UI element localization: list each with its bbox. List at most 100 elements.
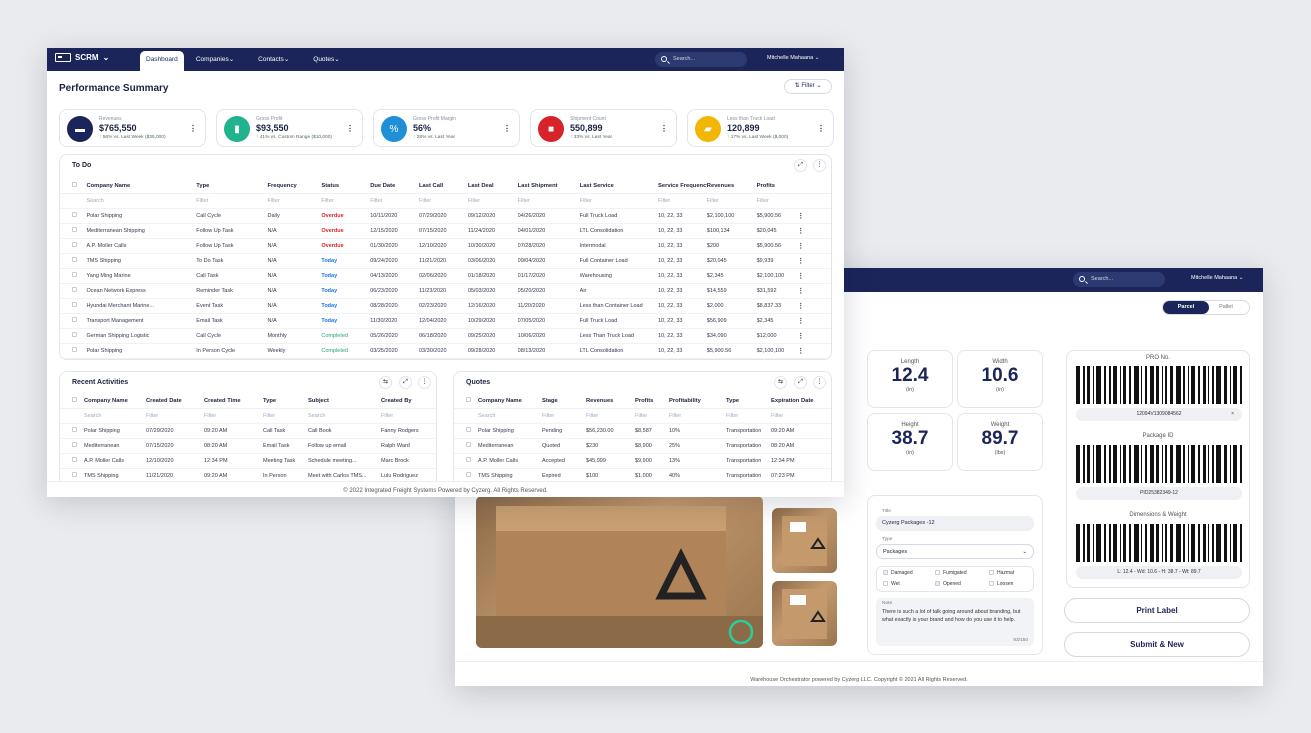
- table-row[interactable]: Ocean Network Express Reminder Task N/A Tod…: [60, 283, 831, 299]
- column-filter-input[interactable]: Search: [478, 408, 542, 424]
- package-thumb-2[interactable]: [772, 581, 837, 646]
- column-header[interactable]: Type: [263, 394, 308, 409]
- user-menu[interactable]: Mitchelle Mahaana ⌄: [767, 55, 820, 61]
- column-filter-input[interactable]: Filter: [706, 193, 757, 209]
- more-icon[interactable]: ⋮: [817, 124, 825, 133]
- row-checkbox[interactable]: [72, 302, 77, 307]
- row-checkbox[interactable]: [72, 272, 77, 277]
- row-checkbox[interactable]: [72, 427, 77, 432]
- row-checkbox[interactable]: [72, 287, 77, 292]
- expand-icon[interactable]: ⤢: [399, 376, 412, 389]
- check-opened[interactable]: Opened: [935, 581, 961, 587]
- nav-dashboard[interactable]: Dashboard: [140, 51, 184, 71]
- column-filter-input[interactable]: Filter: [586, 408, 635, 424]
- table-row[interactable]: A.P. Moller Calls Follow Up Task N/A Overdu…: [60, 238, 831, 254]
- column-header[interactable]: Type: [196, 179, 268, 194]
- more-icon[interactable]: ⋮: [346, 124, 354, 133]
- row-checkbox[interactable]: [466, 457, 471, 462]
- column-filter-input[interactable]: Filter: [579, 193, 658, 209]
- row-checkbox[interactable]: [72, 457, 77, 462]
- expand-icon[interactable]: ⤢: [794, 376, 807, 389]
- select-all-checkbox[interactable]: [466, 397, 471, 403]
- row-checkbox[interactable]: [466, 442, 471, 447]
- row-checkbox[interactable]: [466, 472, 471, 477]
- table-row[interactable]: Polar Shipping Pending $56,230.00 $8,587 10%…: [454, 423, 831, 439]
- column-filter-input[interactable]: Filter: [635, 408, 669, 424]
- column-header[interactable]: Created Time: [204, 394, 263, 409]
- column-filter-input[interactable]: Filter: [517, 193, 580, 209]
- table-row[interactable]: Mediterranean 07/15/2020 08:20 AM Email Tas…: [60, 438, 436, 454]
- row-checkbox[interactable]: [466, 427, 471, 432]
- column-header[interactable]: Company Name: [84, 394, 146, 409]
- nav-contacts[interactable]: Contacts⌄: [258, 56, 290, 63]
- check-wet[interactable]: Wet: [883, 581, 900, 587]
- column-filter-input[interactable]: Filter: [196, 193, 268, 209]
- table-row[interactable]: Transport Management Email Task N/A Today 11…: [60, 313, 831, 329]
- row-menu-icon[interactable]: ⋮: [797, 253, 831, 269]
- table-row[interactable]: Mediterranean Shipping Follow Up Task N/A O…: [60, 223, 831, 239]
- row-checkbox[interactable]: [72, 442, 77, 447]
- column-header[interactable]: Company Name: [478, 394, 542, 409]
- select-all-checkbox[interactable]: [72, 397, 77, 403]
- column-header[interactable]: Profits: [635, 394, 669, 409]
- capture-button[interactable]: [728, 619, 754, 645]
- row-checkbox[interactable]: [72, 212, 77, 217]
- submit-new-button[interactable]: Submit & New: [1064, 632, 1250, 657]
- row-checkbox[interactable]: [72, 257, 77, 262]
- row-checkbox[interactable]: [72, 242, 77, 247]
- check-fumigated[interactable]: Fumigated: [935, 570, 967, 576]
- column-header[interactable]: Last Deal: [467, 179, 518, 194]
- kpi-card[interactable]: ▰ Less than Truck Load 120,899 ↑ 17% vs. La…: [687, 109, 834, 147]
- column-filter-input[interactable]: Filter: [370, 193, 419, 209]
- column-filter-input[interactable]: Filter: [263, 408, 308, 424]
- column-filter-input[interactable]: Search: [308, 408, 381, 424]
- close-icon[interactable]: ×: [1231, 411, 1234, 417]
- row-checkbox[interactable]: [72, 227, 77, 232]
- column-header[interactable]: Last Call: [419, 179, 468, 194]
- column-filter-input[interactable]: Filter: [267, 193, 322, 209]
- column-header[interactable]: Frequency: [267, 179, 322, 194]
- table-row[interactable]: Polar Shipping In Person Cycle Weekly Compl…: [60, 343, 831, 359]
- parcel-pallet-toggle[interactable]: Parcel Pallet: [1162, 300, 1250, 315]
- table-row[interactable]: Hyundai Merchant Marine... Event Task N/A T…: [60, 298, 831, 314]
- row-menu-icon[interactable]: ⋮: [797, 343, 831, 359]
- column-header[interactable]: Stage: [542, 394, 586, 409]
- table-row[interactable]: German Shipping Logistic Call Cycle Monthl…: [60, 328, 831, 344]
- row-menu-icon[interactable]: ⋮: [797, 313, 831, 329]
- column-filter-input[interactable]: Filter: [321, 193, 371, 209]
- column-filter-input[interactable]: Filter: [467, 193, 518, 209]
- print-label-button[interactable]: Print Label: [1064, 598, 1250, 623]
- row-menu-icon[interactable]: ⋮: [797, 223, 831, 239]
- column-filter-input[interactable]: Filter: [657, 193, 707, 209]
- table-row[interactable]: Polar Shipping 07/29/2020 09:20 AM Call Tas…: [60, 423, 436, 439]
- table-row[interactable]: Yang Ming Marine Call Task N/A Today 04/13/2…: [60, 268, 831, 284]
- column-header[interactable]: Expiration Date: [771, 394, 831, 409]
- table-row[interactable]: A.P. Moller Calls Accepted $45,999 $9,900 13…: [454, 453, 831, 469]
- warehouse-search-input[interactable]: Search...: [1073, 272, 1165, 287]
- column-header[interactable]: Status: [321, 179, 371, 194]
- column-header[interactable]: Last Shipment: [517, 179, 580, 194]
- row-menu-icon[interactable]: ⋮: [797, 268, 831, 284]
- row-checkbox[interactable]: [72, 347, 77, 352]
- scrm-search-input[interactable]: Search...: [655, 52, 747, 67]
- more-icon[interactable]: ⋮: [813, 376, 826, 389]
- sort-icon[interactable]: ⇆: [379, 376, 392, 389]
- column-header[interactable]: Subject: [308, 394, 381, 409]
- type-select[interactable]: Packages ⌄: [876, 544, 1034, 559]
- user-menu[interactable]: Mitchelle Mahaana ⌄: [1191, 275, 1244, 281]
- package-thumb-1[interactable]: [772, 508, 837, 573]
- toggle-parcel[interactable]: Parcel: [1163, 301, 1209, 314]
- more-icon[interactable]: ⋮: [660, 124, 668, 133]
- title-field[interactable]: Cyzerg Packages -12: [876, 516, 1034, 531]
- more-icon[interactable]: ⋮: [418, 376, 431, 389]
- brand-menu[interactable]: SCRM ⌄: [55, 53, 109, 62]
- toggle-pallet[interactable]: Pallet: [1219, 304, 1233, 310]
- table-row[interactable]: A.P. Moller Calls 12/10/2020 12:34 PM Meeti…: [60, 453, 436, 469]
- kpi-card[interactable]: % Gross Profit Margin 56% ↑ 28% vs. Last Ye…: [373, 109, 520, 147]
- more-icon[interactable]: ⋮: [813, 159, 826, 172]
- column-filter-input[interactable]: Filter: [771, 408, 831, 424]
- table-row[interactable]: TMS Shipping 11/21/2020 09:20 AM In Person M…: [60, 468, 436, 484]
- note-field[interactable]: Note There is such a lot of talk going a…: [876, 598, 1034, 646]
- column-header[interactable]: Profitability: [669, 394, 726, 409]
- column-header[interactable]: Revenues: [586, 394, 635, 409]
